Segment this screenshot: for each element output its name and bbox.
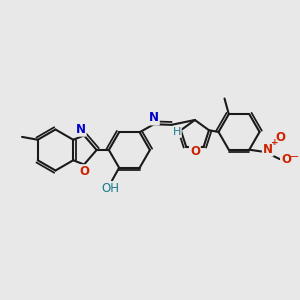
Text: O: O: [79, 165, 89, 178]
Text: N: N: [263, 142, 273, 156]
Text: O: O: [281, 153, 291, 166]
Text: N: N: [76, 123, 86, 136]
Text: −: −: [290, 152, 299, 162]
Text: OH: OH: [102, 182, 120, 195]
Text: +: +: [271, 138, 279, 147]
Text: O: O: [275, 131, 285, 144]
Text: H: H: [172, 127, 181, 137]
Text: N: N: [149, 112, 159, 124]
Text: O: O: [190, 146, 200, 158]
